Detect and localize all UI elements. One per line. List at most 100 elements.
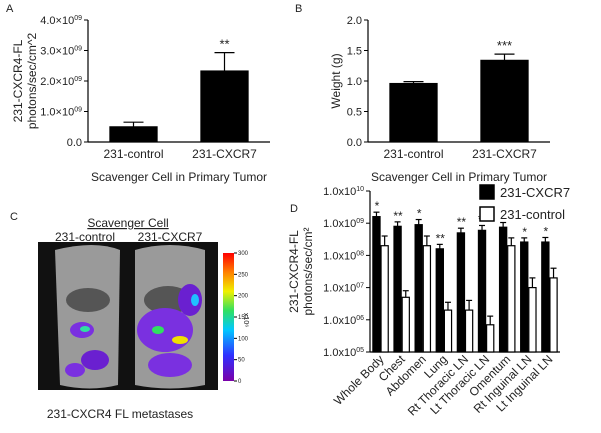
tick-label-text: 2.0 xyxy=(347,15,362,27)
x-axis-title: Scavenger Cell in Primary Tumor xyxy=(371,170,547,184)
bar xyxy=(520,241,529,353)
colorbar-tick-label: 100 xyxy=(238,336,249,342)
x-tick-label: 231-control xyxy=(103,147,163,161)
x-tick-label: 231-CXCR7 xyxy=(472,147,537,161)
tick-label-text: 1.0x10 xyxy=(323,218,356,230)
caption: 231-CXCR4 FL metastases xyxy=(47,407,193,421)
bar xyxy=(464,309,474,353)
significance-label: * xyxy=(544,224,549,238)
x-axis-title: Scavenger Cell in Primary Tumor xyxy=(91,170,267,184)
y-axis-title: Weight (g) xyxy=(329,53,343,108)
mouse-images xyxy=(38,242,218,390)
significance-label: *** xyxy=(497,38,512,53)
y-tick-label: 4.0×1009 xyxy=(40,15,82,27)
legend-swatch xyxy=(479,184,495,200)
significance-label: ** xyxy=(436,231,446,245)
y-tick-label: 0.0 xyxy=(67,137,82,149)
tick-label-text: 1.0 xyxy=(347,76,362,88)
tick-label-text: 0.0 xyxy=(67,137,82,149)
tick-label-exponent: 06 xyxy=(356,315,364,322)
y-axis-title: photons/sec/cm² xyxy=(301,227,315,315)
bar xyxy=(456,232,466,353)
bar xyxy=(435,248,444,353)
group-label: 231-CXCR7 xyxy=(138,230,203,244)
y-tick-label: 1.0x1007 xyxy=(323,283,364,295)
bar xyxy=(528,287,537,353)
bar xyxy=(200,70,249,143)
tick-label-exponent: 09 xyxy=(74,107,82,114)
group-label: 231-control xyxy=(55,230,115,244)
y-tick-label: 2.0 xyxy=(347,15,362,27)
tick-label-exponent: 09 xyxy=(74,15,82,22)
tick-label-text: 1.0x10 xyxy=(323,186,356,198)
y-tick-label: 1.0 xyxy=(347,76,362,88)
legend-label: 231-CXCR7 xyxy=(500,185,570,200)
significance-label: * xyxy=(375,199,380,213)
colorbar-tick-label: 50 xyxy=(238,358,245,364)
bar xyxy=(498,226,508,353)
legend-label: 231-control xyxy=(500,207,565,222)
tick-label-exponent: 10 xyxy=(356,186,364,193)
bar xyxy=(372,216,381,353)
panel-letter: A xyxy=(6,3,14,15)
colorbar-tick-label: 300 xyxy=(238,251,249,257)
y-tick-label: 1.0x1005 xyxy=(323,347,364,359)
tick-label-text: 1.0x10 xyxy=(323,315,356,327)
y-tick-label: 0.0 xyxy=(347,137,362,149)
bar xyxy=(549,277,558,353)
y-tick-label: 0.5 xyxy=(347,107,362,119)
tick-label-text: 4.0×10 xyxy=(40,15,74,27)
tick-label-exponent: 09 xyxy=(74,76,82,83)
bar xyxy=(507,245,516,353)
tick-label-text: 1.0×10 xyxy=(40,107,74,119)
y-tick-label: 1.5 xyxy=(347,46,362,58)
tick-label-text: 3.0×10 xyxy=(40,46,74,58)
bar xyxy=(477,229,487,353)
colorbar xyxy=(223,253,234,381)
y-axis-title: 231-CXCR4-FL xyxy=(11,39,25,122)
bar xyxy=(443,309,453,353)
tick-label-exponent: 05 xyxy=(356,347,364,354)
bar xyxy=(414,224,423,353)
y-tick-label: 2.0×1009 xyxy=(40,76,82,88)
y-tick-label: 1.0x1010 xyxy=(323,186,364,198)
colorbar-tick-label: 150 xyxy=(238,315,249,321)
colorbar-unit: x10⁶ xyxy=(242,313,249,327)
significance-label: ** xyxy=(219,37,229,52)
panel-letter: B xyxy=(295,3,302,15)
tick-label-text: 1.0x10 xyxy=(323,347,356,359)
tick-label-text: 1.0x10 xyxy=(323,283,356,295)
y-tick-label: 1.0x1008 xyxy=(323,250,364,262)
panel-heading: Scavenger Cell xyxy=(87,216,168,230)
significance-label: ** xyxy=(393,209,403,223)
legend-swatch xyxy=(479,206,495,222)
bar xyxy=(422,245,432,353)
bar xyxy=(389,82,438,143)
panel-letter: C xyxy=(10,211,18,223)
tick-label-text: 1.0x10 xyxy=(323,250,356,262)
colorbar-tick-label: 200 xyxy=(238,294,249,300)
bar xyxy=(480,59,529,143)
significance-label: * xyxy=(417,207,422,221)
y-axis-title: 231-CXCR4-FL xyxy=(287,230,301,313)
bar xyxy=(393,225,402,353)
tick-label-text: 2.0×10 xyxy=(40,76,74,88)
y-tick-label: 1.0x1006 xyxy=(323,315,364,327)
tick-label-exponent: 07 xyxy=(356,283,364,290)
x-tick-label: 231-CXCR7 xyxy=(192,147,257,161)
x-tick-label: 231-control xyxy=(383,147,443,161)
y-axis-title: photons/sec/cm^2 xyxy=(25,33,39,130)
significance-label: * xyxy=(522,225,527,239)
tick-label-exponent: 09 xyxy=(356,218,364,225)
bar xyxy=(109,126,158,143)
colorbar-tick-label: 250 xyxy=(238,272,249,278)
bar xyxy=(486,324,495,353)
tick-label-exponent: 08 xyxy=(356,250,364,257)
panel-letter: D xyxy=(290,203,298,215)
x-tick-label: Whole Body xyxy=(331,352,387,408)
bar xyxy=(380,245,389,353)
y-tick-label: 1.0×1009 xyxy=(40,107,82,119)
tick-label-text: 0.0 xyxy=(347,137,362,149)
tick-label-exponent: 09 xyxy=(74,46,82,53)
